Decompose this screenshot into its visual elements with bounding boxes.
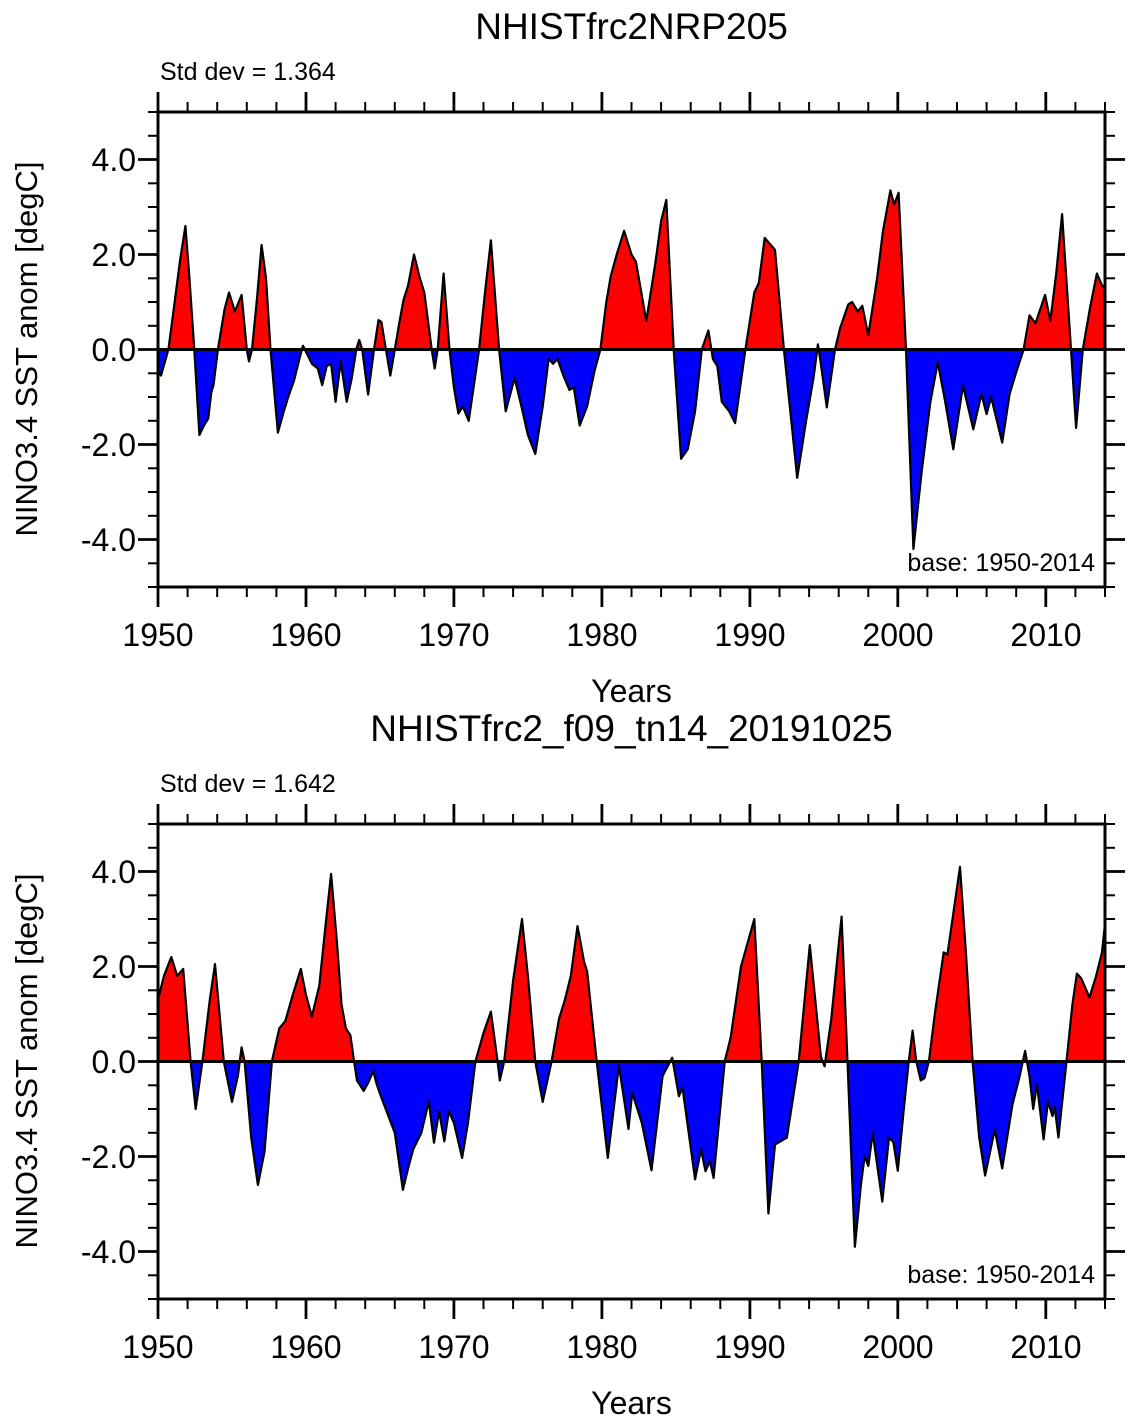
chart-1-x-tick-label: 1990 [714,617,786,653]
chart-2-std-dev-label: Std dev = 1.642 [160,770,336,798]
chart-2-x-tick-label: 1970 [418,1329,490,1365]
chart-1-x-tick-label: 1960 [270,617,342,653]
chart-2-x-tick-label: 2010 [1010,1329,1082,1365]
axis-ticks [138,804,1125,1319]
chart-1-x-tick-label: 1970 [418,617,490,653]
chart-2-title: NHISTfrc2_f09_tn14_20191025 [370,708,893,749]
negative-anomaly-area [158,349,1105,549]
chart-1-y-tick-label: -2.0 [80,427,136,463]
chart-2-x-axis-title: Years [591,1385,672,1421]
chart-1-y-tick-label: 4.0 [91,142,136,178]
chart-1-y-tick-label: 2.0 [91,237,136,273]
chart-2-y-tick-label: 4.0 [91,854,136,890]
chart-1-std-dev-label: Std dev = 1.364 [160,58,336,86]
chart-1-y-tick-label: -4.0 [80,522,136,558]
chart-1-y-tick-label: 0.0 [91,332,136,368]
chart-2-x-tick-label: 1990 [714,1329,786,1365]
chart-1-x-tick-label: 2000 [862,617,934,653]
chart-1-title: NHISTfrc2NRP205 [475,6,788,47]
chart-2-x-tick-label: 1950 [122,1329,194,1365]
anomaly-curve [156,865,1107,1248]
plot-frame [156,110,1107,589]
chart-2-x-tick-label: 2000 [862,1329,934,1365]
chart-1-plot [138,92,1125,607]
chart-1-x-tick-label: 2010 [1010,617,1082,653]
chart-2-x-tick-label: 1980 [566,1329,638,1365]
chart-1-x-tick-label: 1950 [122,617,194,653]
chart-2-y-tick-label: 0.0 [91,1044,136,1080]
negative-anomaly-area [158,1061,1105,1247]
axis-ticks [138,92,1125,607]
chart-2-y-tick-label: 2.0 [91,949,136,985]
chart-2-x-tick-label: 1960 [270,1329,342,1365]
chart-2-base-period-label: base: 1950-2014 [907,1261,1095,1289]
chart-2-y-tick-label: -2.0 [80,1139,136,1175]
chart-2-y-tick-label: -4.0 [80,1234,136,1270]
positive-anomaly-area [158,190,1105,350]
chart-1-x-axis-title: Years [591,673,672,709]
chart-1-base-period-label: base: 1950-2014 [907,549,1095,577]
plot-frame [156,822,1107,1301]
anomaly-curve [157,189,1106,551]
chart-1-x-tick-label: 1980 [566,617,638,653]
chart-2-plot [138,804,1125,1319]
